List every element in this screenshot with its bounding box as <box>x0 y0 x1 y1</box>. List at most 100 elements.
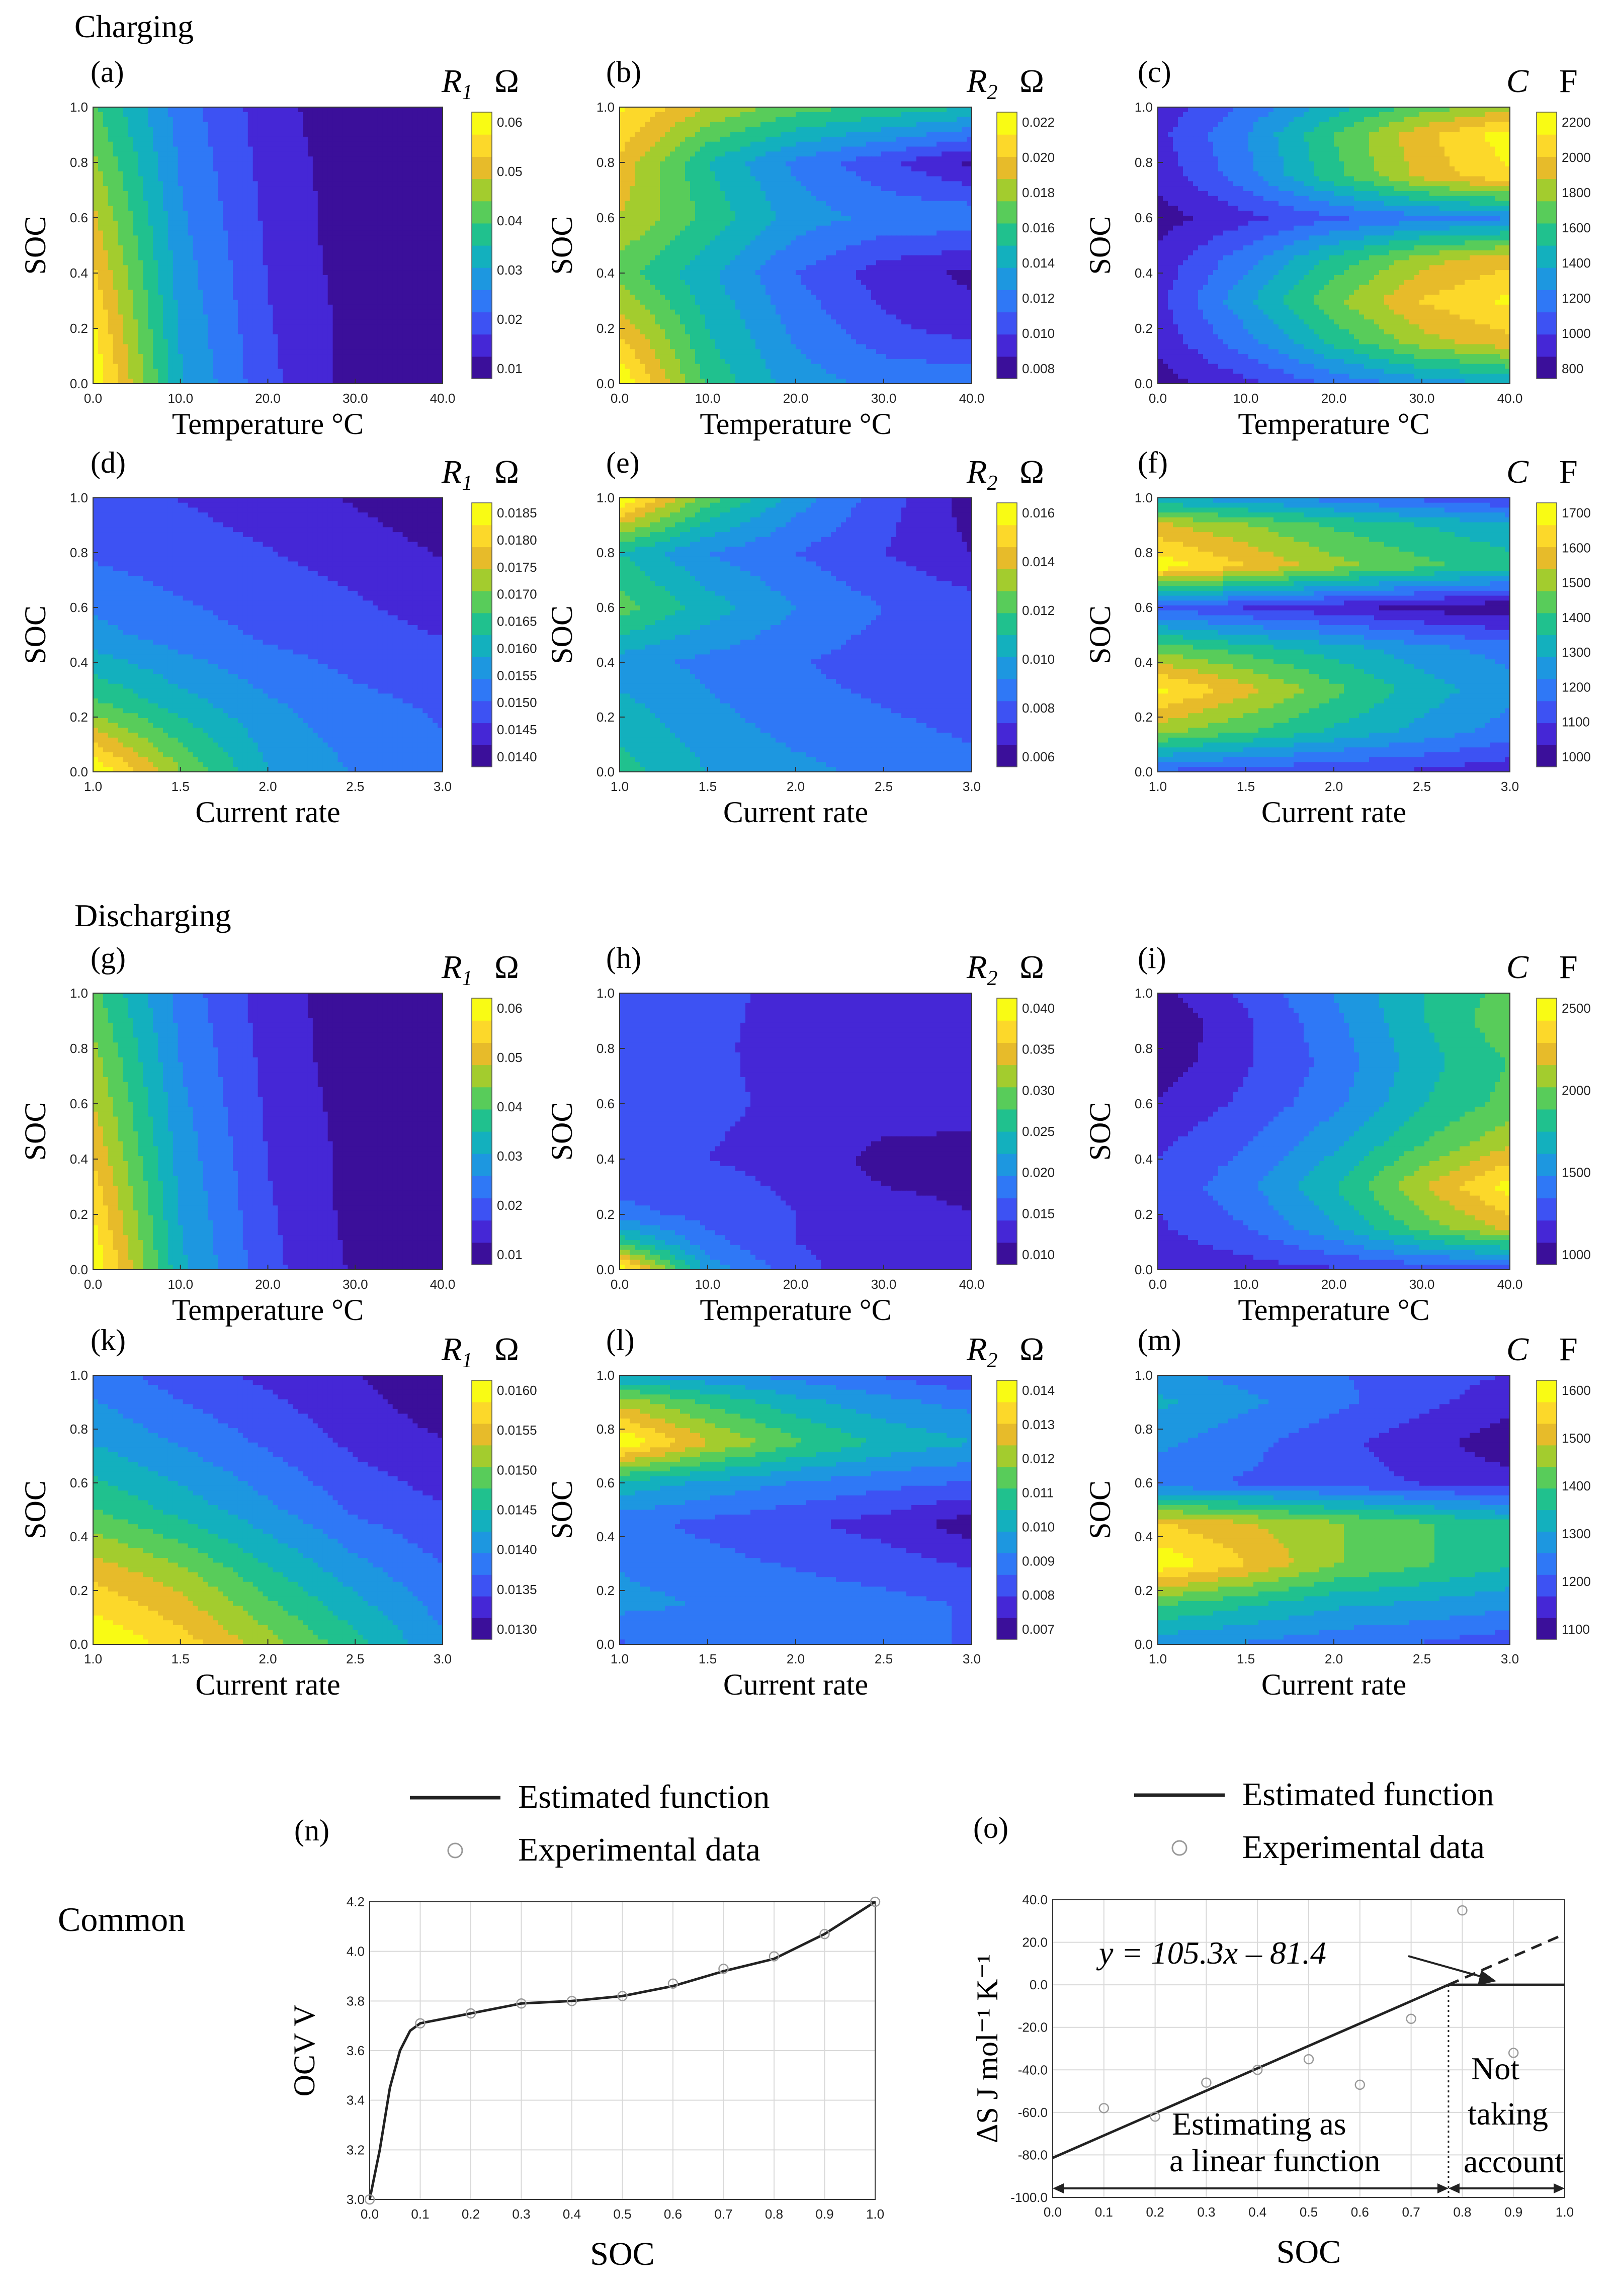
contour-cell <box>128 147 134 152</box>
contour-cell <box>293 112 298 117</box>
contour-cell <box>218 122 223 127</box>
contour-cell <box>278 112 283 117</box>
contour-cell <box>308 137 313 142</box>
contour-cell <box>273 117 278 122</box>
contour-cell <box>278 122 283 127</box>
contour-cell <box>263 127 269 132</box>
contour-cell <box>363 151 368 156</box>
contour-cell <box>108 147 114 152</box>
contour-cell <box>353 117 358 122</box>
contour-cell <box>193 137 199 142</box>
contour-cell <box>308 147 313 152</box>
contour-cell <box>253 147 259 152</box>
contour-cell <box>313 127 318 132</box>
contour-cell <box>183 122 189 127</box>
contour-cell <box>403 127 408 132</box>
contour-cell <box>118 127 124 132</box>
contour-cell <box>188 151 194 156</box>
contour-cell <box>143 107 148 112</box>
contour-cell <box>313 112 318 117</box>
contour-cell <box>338 132 344 137</box>
contour-cell <box>408 127 413 132</box>
contour-cell <box>273 151 278 156</box>
contour-cell <box>118 132 124 137</box>
contour-cell <box>148 117 153 122</box>
contour-cell <box>323 142 328 147</box>
contour-cell <box>303 122 308 127</box>
contour-cell <box>338 122 344 127</box>
contour-cell <box>233 137 238 142</box>
contour-cell <box>178 142 184 147</box>
contour-cell <box>173 147 179 152</box>
contour-cell <box>283 112 288 117</box>
contour-cell <box>178 127 184 132</box>
contour-cell <box>293 151 298 156</box>
contour-cell <box>412 107 418 112</box>
contour-cell <box>403 137 408 142</box>
contour-cell <box>158 147 163 152</box>
contour-cell <box>168 142 174 147</box>
contour-cell <box>98 112 104 117</box>
contour-cell <box>228 151 233 156</box>
contour-cell <box>253 112 259 117</box>
contour-cell <box>283 151 288 156</box>
contour-cell <box>258 127 264 132</box>
contour-cell <box>268 112 274 117</box>
contour-cell <box>103 142 109 147</box>
contour-cell <box>133 127 138 132</box>
contour-cell <box>318 147 323 152</box>
contour-cell <box>133 117 138 122</box>
contour-cell <box>253 127 259 132</box>
contour-cell <box>358 137 363 142</box>
contour-cell <box>223 122 228 127</box>
contour-cell <box>283 142 288 147</box>
contour-cell <box>358 107 363 112</box>
contour-cell <box>388 151 393 156</box>
contour-cell <box>278 137 283 142</box>
contour-cell <box>308 132 313 137</box>
contour-cell <box>288 151 293 156</box>
contour-cell <box>163 132 168 137</box>
contour-cell <box>338 142 344 147</box>
contour-cell <box>348 127 353 132</box>
contour-cell <box>203 122 208 127</box>
contour-cell <box>417 122 423 127</box>
contour-cell <box>118 122 124 127</box>
contour-cell <box>213 147 218 152</box>
contour-cell <box>408 112 413 117</box>
contour-cell <box>348 107 353 112</box>
contour-cell <box>393 107 398 112</box>
contour-cell <box>193 147 199 152</box>
contour-cell <box>408 117 413 122</box>
contour-cell <box>363 107 368 112</box>
contour-cell <box>233 151 238 156</box>
contour-cell <box>228 142 233 147</box>
contour-cell <box>343 127 348 132</box>
contour-cell <box>353 112 358 117</box>
contour-cell <box>412 127 418 132</box>
contour-cell <box>158 122 163 127</box>
contour-cell <box>203 142 208 147</box>
contour-cell <box>373 147 378 152</box>
contour-cell <box>373 137 378 142</box>
contour-cell <box>373 127 378 132</box>
contour-cell <box>128 142 134 147</box>
contour-cell <box>308 127 313 132</box>
contour-cell <box>298 151 303 156</box>
contour-cell <box>338 147 344 152</box>
contour-cell <box>178 137 184 142</box>
contour-cell <box>178 147 184 152</box>
contour-cell <box>328 127 333 132</box>
contour-cell <box>263 132 269 137</box>
contour-cell <box>173 151 179 156</box>
contour-cell <box>318 127 323 132</box>
contour-cell <box>173 107 179 112</box>
contour-cell <box>428 107 433 112</box>
contour-cell <box>253 107 259 112</box>
contour-cell <box>183 127 189 132</box>
contour-cell <box>188 127 194 132</box>
contour-cell <box>208 142 213 147</box>
contour-cell <box>268 151 274 156</box>
contour-cell <box>208 107 213 112</box>
contour-cell <box>113 132 119 137</box>
